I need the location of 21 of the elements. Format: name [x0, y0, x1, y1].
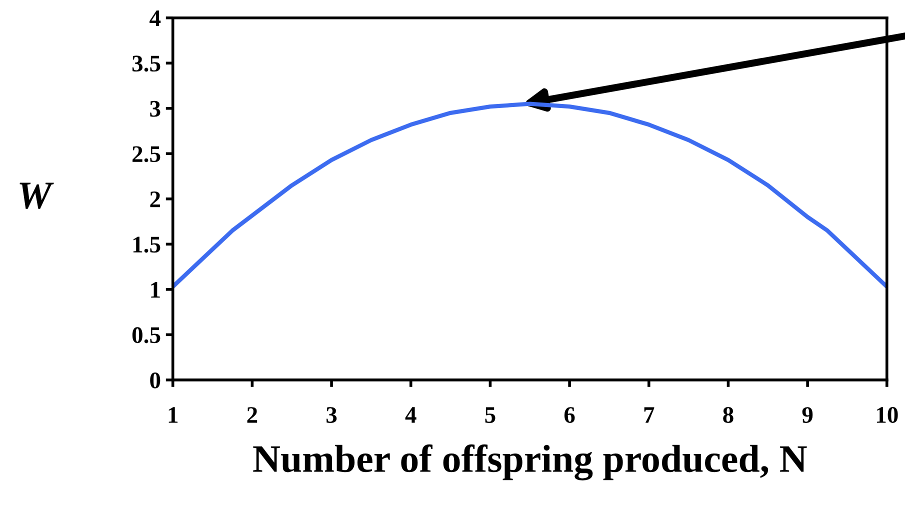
x-tick-label: 1 — [168, 407, 178, 423]
y-tick-label: 2 — [150, 191, 160, 208]
y-tick-label: 0 — [150, 372, 160, 388]
x-tick-label: 8 — [723, 407, 734, 423]
x-tick-label: 2 — [247, 407, 258, 423]
y-tick-label: 2.5 — [132, 146, 160, 162]
y-tick-label: 0.5 — [132, 327, 160, 344]
y-tick-label: 3 — [150, 100, 160, 117]
x-tick-label: 4 — [405, 407, 416, 423]
x-tick-label: 5 — [485, 407, 496, 423]
x-tick-label: 6 — [564, 407, 575, 423]
x-axis-title: Number of offspring produced, N — [253, 444, 807, 480]
x-tick-label: 10 — [876, 407, 898, 423]
x-tick-label: 3 — [326, 407, 337, 423]
y-tick-label: 1 — [151, 282, 160, 298]
y-axis-title: W — [20, 182, 54, 209]
x-tick-label: 9 — [802, 407, 813, 423]
y-tick-label: 1.5 — [133, 236, 160, 253]
x-tick-label: 7 — [644, 407, 654, 423]
y-tick-label: 3.5 — [132, 56, 160, 72]
y-tick-label: 4 — [150, 10, 161, 26]
